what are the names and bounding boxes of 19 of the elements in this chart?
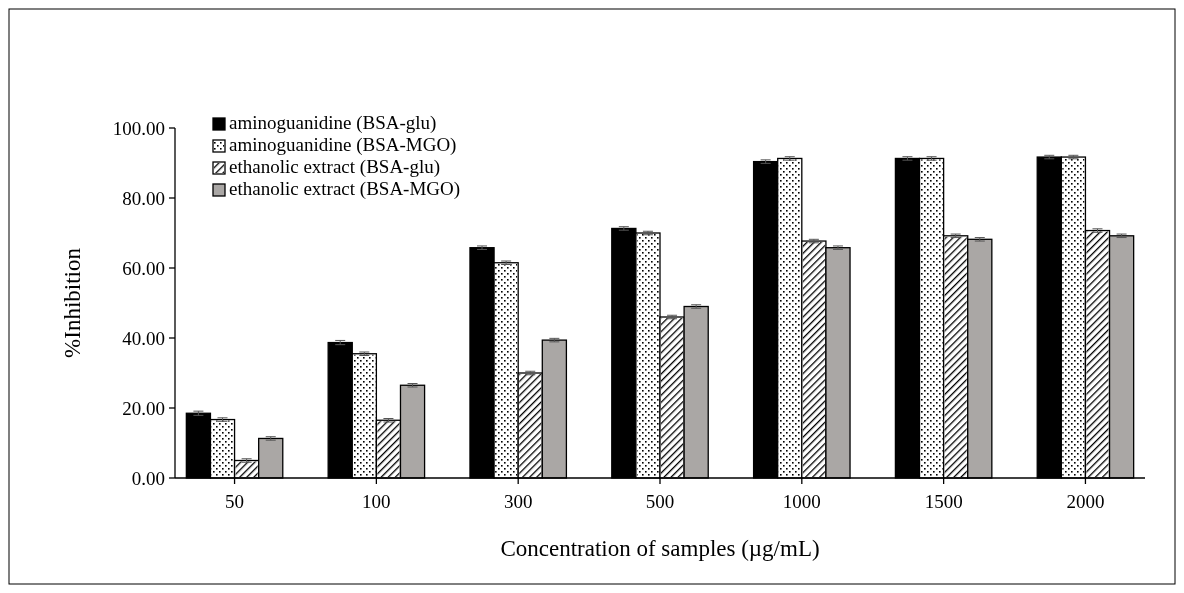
y-axis-title: %Inhibition	[60, 247, 85, 358]
x-tick-label: 300	[503, 491, 533, 512]
x-axis-title: Concentration of samples (µg/mL)	[500, 536, 820, 561]
x-tick-label: 500	[645, 491, 675, 512]
y-tick-label: 20.00	[122, 397, 165, 419]
y-tick-label: 40.00	[122, 327, 165, 349]
x-tick-label: 1500	[924, 491, 963, 512]
y-tick-label: 0.00	[131, 467, 165, 489]
x-tick-label: 100	[362, 491, 391, 512]
y-tick-label: 60.00	[122, 257, 165, 279]
legend-label: aminoguanidine (BSA-MGO)	[229, 134, 457, 156]
legend-label: ethanolic extract (BSA-MGO)	[229, 178, 461, 200]
legend-label: ethanolic extract (BSA-glu)	[229, 156, 441, 178]
y-tick-label: 80.00	[122, 187, 165, 209]
x-tick-label: 1000	[782, 491, 821, 512]
y-tick-label: 100.00	[112, 117, 165, 139]
x-tick-label: 2000	[1066, 491, 1105, 512]
legend-label: aminoguanidine (BSA-glu)	[229, 112, 437, 134]
x-tick-label: 50	[225, 491, 245, 512]
